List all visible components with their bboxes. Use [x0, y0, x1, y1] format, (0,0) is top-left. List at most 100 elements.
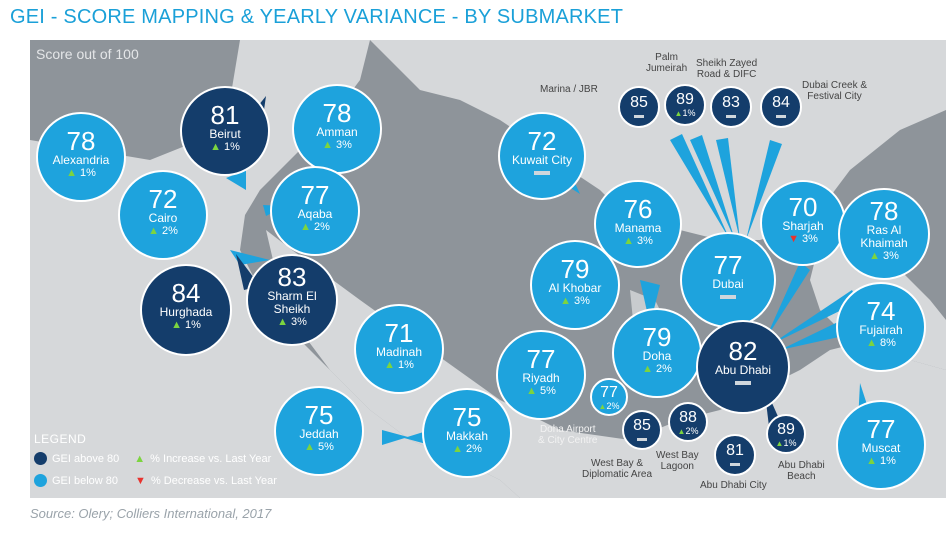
market-abu-dhabi-beach[interactable]: 89 ▲1% [766, 414, 806, 454]
arrow-up-icon: ▲ [171, 319, 182, 331]
market-name: Beirut [209, 127, 241, 141]
arrow-up-icon: ▲ [277, 316, 288, 328]
arrow-up-icon: ▲ [560, 295, 571, 307]
no-change-icon [730, 463, 740, 467]
label-west-bay-lagoon: West Bay Lagoon [656, 450, 699, 472]
market-west-bay-diplomatic[interactable]: 85 [622, 410, 662, 450]
market-aqaba[interactable]: 77 Aqaba ▲ 2% [270, 166, 360, 256]
market-cairo[interactable]: 72 Cairo ▲ 2% [118, 170, 208, 260]
arrow-down-icon: ▼ [135, 474, 146, 487]
legend-row-below80: GEI below 80 ▼ % Decrease vs. Last Year [34, 474, 277, 487]
market-dubai-creek[interactable]: 84 [760, 86, 802, 128]
market-palm-jumeirah[interactable]: 89 ▲1% [664, 84, 706, 126]
market-name-line2: Sheikh [273, 302, 311, 316]
market-change: 1% [783, 438, 797, 448]
market-name-line1: Sharm El [267, 289, 317, 303]
market-name: Dubai [712, 277, 744, 291]
page-title: GEI - SCORE MAPPING & YEARLY VARIANCE - … [10, 6, 624, 28]
market-ras-al-khaimah[interactable]: 78 Ras Al Khaimah ▲ 3% [838, 188, 930, 280]
market-doha[interactable]: 79 Doha ▲ 2% [612, 308, 702, 398]
market-change: 5% [540, 385, 556, 397]
label-line2: Jumeirah [646, 63, 688, 74]
market-score: 89 [777, 421, 795, 438]
arrow-up-icon: ▲ [134, 452, 146, 465]
arrow-up-icon: ▲ [866, 337, 877, 349]
market-makkah[interactable]: 75 Makkah ▲ 2% [422, 388, 512, 478]
legend-decrease-label: % Decrease vs. Last Year [150, 474, 277, 487]
label-line2: Road & DIFC [696, 69, 757, 80]
label-abu-dhabi-beach: Abu Dhabi Beach [778, 460, 825, 482]
market-riyadh[interactable]: 77 Riyadh ▲ 5% [496, 330, 586, 420]
market-score: 76 [623, 194, 653, 224]
label-line2: Beach [787, 471, 816, 482]
arrow-down-icon: ▼ [788, 233, 799, 245]
market-score: 77 [300, 180, 330, 210]
market-name: Cairo [148, 211, 178, 225]
market-change: 2% [606, 401, 620, 411]
arrow-up-icon: ▲ [66, 167, 77, 179]
market-name: Makkah [445, 429, 489, 443]
market-doha-airport[interactable]: 77 ▲2% [590, 378, 628, 416]
market-madinah[interactable]: 71 Madinah ▲ 1% [354, 304, 444, 394]
legend-title: LEGEND [34, 432, 87, 446]
source-note: Source: Olery; Colliers International, 2… [30, 506, 272, 521]
market-abu-dhabi[interactable]: 82 Abu Dhabi [696, 320, 790, 414]
market-change: 1% [224, 141, 240, 153]
market-name: Hurghada [159, 305, 213, 319]
market-change: 3% [336, 139, 352, 151]
market-sheikh-zayed-road[interactable]: 83 [710, 86, 752, 128]
market-abu-dhabi-city[interactable]: 81 [714, 434, 756, 476]
market-manama[interactable]: 76 Manama ▲ 3% [594, 180, 682, 268]
arrow-up-icon: ▲ [677, 427, 686, 436]
market-al-khobar[interactable]: 79 Al Khobar ▲ 3% [530, 240, 620, 330]
market-change: 3% [802, 233, 818, 245]
market-beirut[interactable]: 81 Beirut ▲ 1% [180, 86, 270, 176]
market-name-line2: Khaimah [860, 236, 908, 250]
market-sharm-el-sheikh[interactable]: 83 Sharm El Sheikh ▲ 3% [246, 254, 338, 346]
arrow-up-icon: ▲ [526, 385, 537, 397]
market-jeddah[interactable]: 75 Jeddah ▲ 5% [274, 386, 364, 476]
market-score: 83 [277, 262, 307, 292]
market-hurghada[interactable]: 84 Hurghada ▲ 1% [140, 264, 232, 356]
market-dubai[interactable]: 77 Dubai [680, 232, 776, 328]
market-muscat[interactable]: 77 Muscat ▲ 1% [836, 400, 926, 490]
arrow-up-icon: ▲ [384, 359, 395, 371]
market-score: 84 [171, 278, 201, 308]
market-change: 1% [185, 319, 201, 331]
no-change-icon [726, 115, 736, 119]
market-change: 3% [291, 316, 307, 328]
market-score: 85 [633, 417, 651, 434]
market-west-bay-lagoon[interactable]: 88 ▲2% [668, 402, 708, 442]
label-doha-airport: Doha Airport & City Centre [538, 424, 597, 446]
light-circle-icon [34, 474, 47, 487]
market-name: Fujairah [859, 323, 903, 337]
market-change: 2% [685, 426, 699, 436]
market-score: 82 [728, 336, 758, 366]
market-amman[interactable]: 78 Amman ▲ 3% [292, 84, 382, 174]
market-change: 2% [656, 363, 672, 375]
market-change: 1% [398, 359, 414, 371]
legend-row-above80: GEI above 80 ▲ % Increase vs. Last Year [34, 452, 271, 465]
dark-circle-icon [34, 452, 47, 465]
market-score: 77 [600, 384, 618, 401]
no-change-icon [776, 115, 786, 119]
market-sharjah[interactable]: 70 Sharjah ▼ 3% [760, 180, 846, 266]
market-score: 74 [866, 296, 896, 326]
market-score: 75 [304, 400, 334, 430]
market-fujairah[interactable]: 74 Fujairah ▲ 8% [836, 282, 926, 372]
market-marina-jbr[interactable]: 85 [618, 86, 660, 128]
market-name: Al Khobar [548, 281, 602, 295]
market-alexandria[interactable]: 78 Alexandria ▲ 1% [36, 112, 126, 202]
legend-below80-label: GEI below 80 [52, 474, 119, 487]
score-note: Score out of 100 [36, 46, 139, 62]
arrow-up-icon: ▲ [642, 363, 653, 375]
market-name: Alexandria [52, 153, 110, 167]
label-line2: & City Centre [538, 435, 598, 446]
market-change: 2% [162, 225, 178, 237]
label-line1: Palm [655, 52, 678, 63]
arrow-up-icon: ▲ [148, 225, 159, 237]
market-name-line1: Ras Al [866, 223, 902, 237]
market-kuwait-city[interactable]: 72 Kuwait City [498, 112, 586, 200]
market-change: 2% [466, 443, 482, 455]
market-score: 81 [210, 100, 240, 130]
